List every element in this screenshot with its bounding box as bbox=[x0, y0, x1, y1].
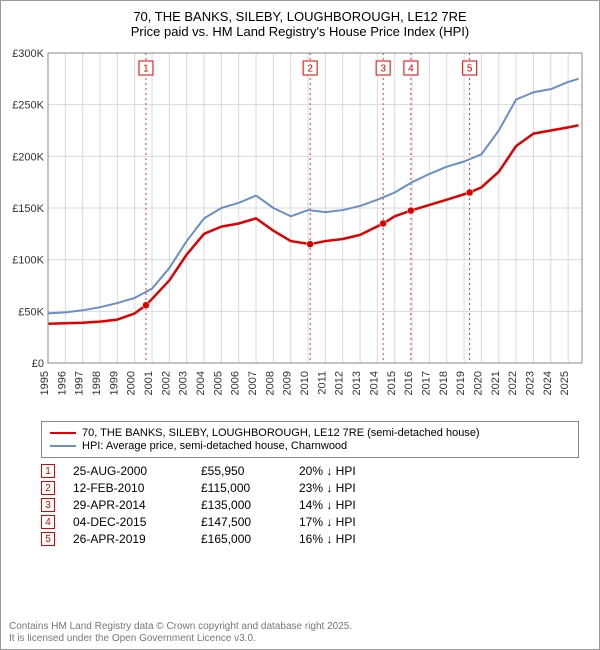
legend-item: 70, THE BANKS, SILEBY, LOUGHBOROUGH, LE1… bbox=[50, 427, 570, 439]
svg-text:3: 3 bbox=[380, 64, 386, 75]
transaction-date: 04-DEC-2015 bbox=[73, 515, 183, 529]
transaction-row: 1 25-AUG-2000 £55,950 20% ↓ HPI bbox=[41, 464, 579, 478]
svg-text:5: 5 bbox=[467, 64, 473, 75]
svg-text:1998: 1998 bbox=[91, 371, 103, 395]
legend-item: HPI: Average price, semi-detached house,… bbox=[50, 440, 570, 452]
transaction-price: £115,000 bbox=[201, 481, 281, 495]
svg-text:2010: 2010 bbox=[299, 371, 311, 395]
transaction-marker: 5 bbox=[41, 532, 55, 546]
svg-text:2018: 2018 bbox=[438, 371, 450, 395]
footer-attribution: Contains HM Land Registry data © Crown c… bbox=[9, 621, 591, 645]
svg-text:2017: 2017 bbox=[420, 371, 432, 395]
svg-text:2022: 2022 bbox=[507, 371, 519, 395]
svg-text:2014: 2014 bbox=[368, 371, 380, 395]
chart-subtitle: Price paid vs. HM Land Registry's House … bbox=[11, 24, 589, 39]
svg-text:2004: 2004 bbox=[195, 371, 207, 395]
svg-text:2001: 2001 bbox=[143, 371, 155, 395]
transaction-delta: 16% ↓ HPI bbox=[299, 532, 389, 546]
svg-text:£0: £0 bbox=[32, 358, 44, 370]
svg-text:2020: 2020 bbox=[472, 371, 484, 395]
svg-text:2021: 2021 bbox=[490, 371, 502, 395]
line-chart: £0 £50K £100K £150K £200K £250K £300K 1995 1996 1… bbox=[10, 43, 590, 413]
svg-text:1996: 1996 bbox=[56, 371, 68, 395]
transaction-row: 5 26-APR-2019 £165,000 16% ↓ HPI bbox=[41, 532, 579, 546]
svg-text:2013: 2013 bbox=[351, 371, 363, 395]
legend: 70, THE BANKS, SILEBY, LOUGHBOROUGH, LE1… bbox=[41, 421, 579, 458]
transaction-row: 4 04-DEC-2015 £147,500 17% ↓ HPI bbox=[41, 515, 579, 529]
svg-text:1997: 1997 bbox=[74, 371, 86, 395]
svg-text:2002: 2002 bbox=[160, 371, 172, 395]
svg-text:2005: 2005 bbox=[212, 371, 224, 395]
transaction-row: 2 12-FEB-2010 £115,000 23% ↓ HPI bbox=[41, 481, 579, 495]
svg-text:£300K: £300K bbox=[12, 48, 44, 60]
transaction-marker: 1 bbox=[41, 464, 55, 478]
svg-text:£50K: £50K bbox=[18, 306, 44, 318]
chart-title: 70, THE BANKS, SILEBY, LOUGHBOROUGH, LE1… bbox=[11, 9, 589, 24]
svg-text:4: 4 bbox=[408, 64, 414, 75]
svg-text:2011: 2011 bbox=[316, 371, 328, 395]
transaction-delta: 20% ↓ HPI bbox=[299, 464, 389, 478]
legend-label: HPI: Average price, semi-detached house,… bbox=[82, 440, 347, 452]
transaction-date: 26-APR-2019 bbox=[73, 532, 183, 546]
svg-text:2006: 2006 bbox=[230, 371, 242, 395]
legend-swatch bbox=[50, 445, 76, 447]
svg-text:2016: 2016 bbox=[403, 371, 415, 395]
svg-text:2007: 2007 bbox=[247, 371, 259, 395]
footer-line-1: Contains HM Land Registry data © Crown c… bbox=[9, 621, 591, 633]
transaction-delta: 17% ↓ HPI bbox=[299, 515, 389, 529]
transaction-delta: 23% ↓ HPI bbox=[299, 481, 389, 495]
svg-text:£250K: £250K bbox=[12, 100, 44, 112]
svg-text:£200K: £200K bbox=[12, 151, 44, 163]
svg-text:2019: 2019 bbox=[455, 371, 467, 395]
svg-text:2009: 2009 bbox=[282, 371, 294, 395]
svg-text:2015: 2015 bbox=[386, 371, 398, 395]
transaction-date: 25-AUG-2000 bbox=[73, 464, 183, 478]
svg-text:2008: 2008 bbox=[264, 371, 276, 395]
svg-text:2: 2 bbox=[307, 64, 313, 75]
footer-line-2: It is licensed under the Open Government… bbox=[9, 633, 591, 645]
legend-label: 70, THE BANKS, SILEBY, LOUGHBOROUGH, LE1… bbox=[82, 427, 480, 439]
transaction-marker: 3 bbox=[41, 498, 55, 512]
svg-text:£150K: £150K bbox=[12, 203, 44, 215]
chart-area: £0 £50K £100K £150K £200K £250K £300K 1995 1996 1… bbox=[10, 43, 590, 413]
transaction-price: £147,500 bbox=[201, 515, 281, 529]
transaction-marker: 4 bbox=[41, 515, 55, 529]
title-block: 70, THE BANKS, SILEBY, LOUGHBOROUGH, LE1… bbox=[1, 1, 599, 43]
svg-text:2000: 2000 bbox=[126, 371, 138, 395]
transaction-marker: 2 bbox=[41, 481, 55, 495]
svg-text:2023: 2023 bbox=[524, 371, 536, 395]
transaction-price: £55,950 bbox=[201, 464, 281, 478]
svg-text:1999: 1999 bbox=[108, 371, 120, 395]
svg-text:2012: 2012 bbox=[334, 371, 346, 395]
transaction-date: 29-APR-2014 bbox=[73, 498, 183, 512]
transaction-row: 3 29-APR-2014 £135,000 14% ↓ HPI bbox=[41, 498, 579, 512]
svg-text:1: 1 bbox=[143, 64, 149, 75]
svg-text:1995: 1995 bbox=[39, 371, 51, 395]
chart-container: 70, THE BANKS, SILEBY, LOUGHBOROUGH, LE1… bbox=[0, 0, 600, 650]
transaction-delta: 14% ↓ HPI bbox=[299, 498, 389, 512]
legend-swatch bbox=[50, 432, 76, 434]
transaction-table: 1 25-AUG-2000 £55,950 20% ↓ HPI 2 12-FEB-2010… bbox=[41, 464, 579, 546]
svg-text:£100K: £100K bbox=[12, 255, 44, 267]
transaction-price: £135,000 bbox=[201, 498, 281, 512]
transaction-date: 12-FEB-2010 bbox=[73, 481, 183, 495]
svg-text:2024: 2024 bbox=[542, 371, 554, 395]
transaction-price: £165,000 bbox=[201, 532, 281, 546]
svg-text:2003: 2003 bbox=[178, 371, 190, 395]
svg-text:2025: 2025 bbox=[559, 371, 571, 395]
